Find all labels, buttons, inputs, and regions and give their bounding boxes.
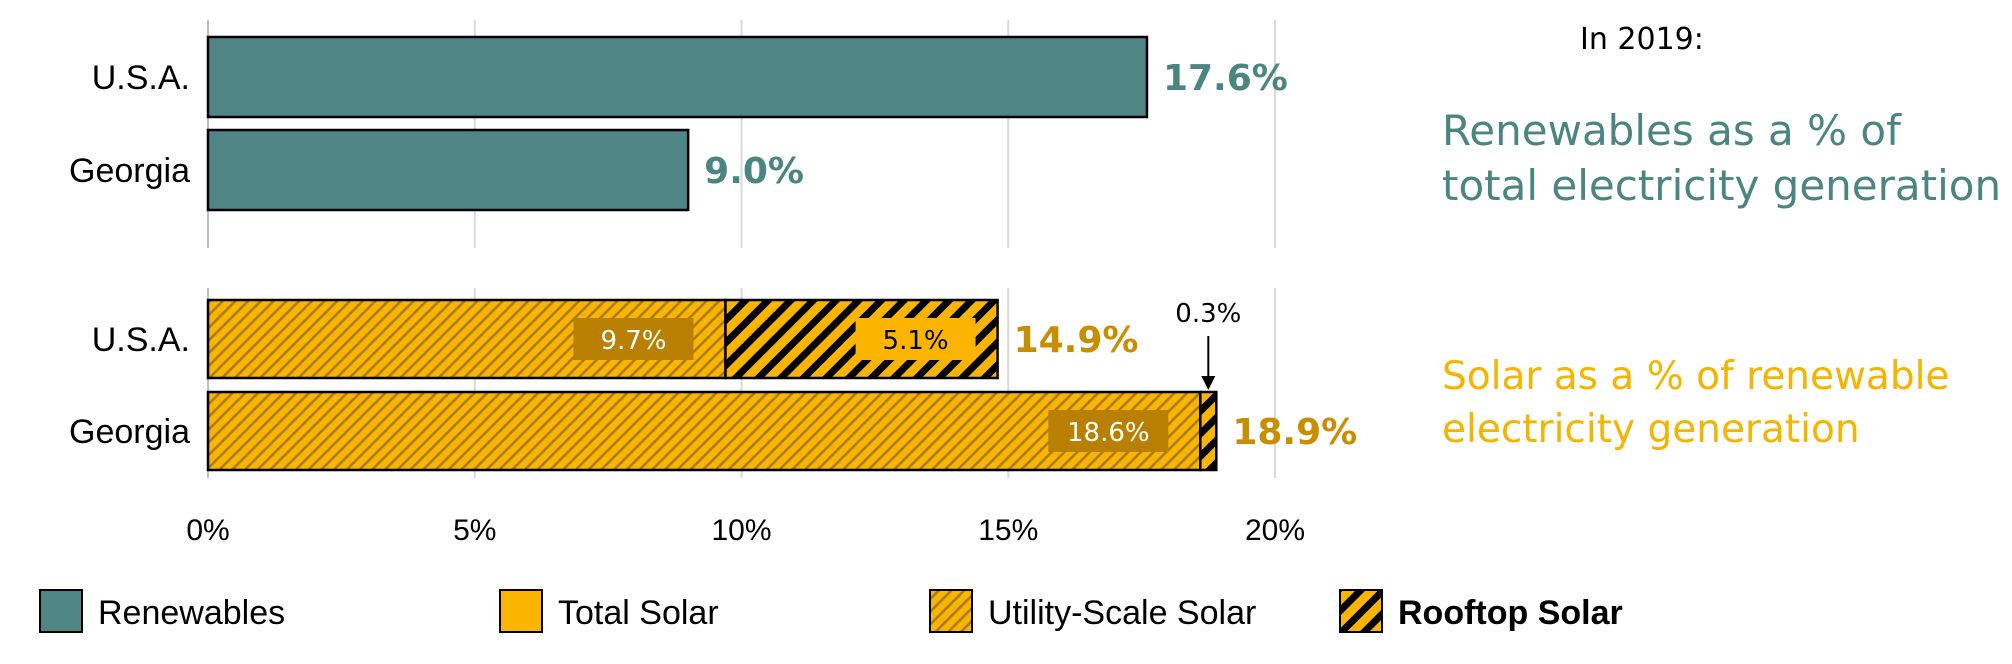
legend-swatch-total-solar <box>499 589 543 633</box>
category-label-solar-u-s-a: U.S.A. <box>92 321 190 359</box>
legend-label-total-solar: Total Solar <box>558 594 719 632</box>
total-label-solar-u-s-a: 14.9% <box>1014 320 1139 361</box>
solar-caption: Solar as a % of renewable electricity ge… <box>1442 354 1950 452</box>
value-label-rooftop-georgia: 0.3% <box>1175 299 1241 329</box>
value-box-utility-georgia <box>1048 410 1169 452</box>
value-box-rooftop-u-s-a <box>855 318 976 360</box>
legend-label-renewables: Renewables <box>98 594 285 632</box>
legend-swatch-renewables <box>39 589 83 633</box>
bar-rooftop-solar-georgia <box>1199 390 1218 472</box>
x-tick-label: 20% <box>1245 514 1305 547</box>
legend-label-utility-scale-solar: Utility-Scale Solar <box>988 594 1256 632</box>
category-label-u-s-a: U.S.A. <box>92 59 190 97</box>
legend-swatch-utility-scale-solar <box>929 589 973 633</box>
value-label-renewables-u-s-a: 17.6% <box>1163 58 1288 99</box>
total-label-solar-georgia: 18.9% <box>1232 412 1357 453</box>
bar-utility-solar-georgia <box>206 390 1202 472</box>
year-label: In 2019: <box>1580 22 1704 57</box>
x-tick-label: 5% <box>453 514 496 547</box>
bar-renewables-u-s-a <box>206 35 1149 119</box>
value-label-utility-u-s-a: 9.7% <box>600 326 666 356</box>
legend-swatch-rooftop-solar <box>1339 589 1383 633</box>
value-label-utility-georgia: 18.6% <box>1067 418 1150 448</box>
value-box-utility-u-s-a <box>573 318 694 360</box>
renewables-caption: Renewables as a % of total electricity g… <box>1442 106 2002 210</box>
legend-label-rooftop-solar: Rooftop Solar <box>1398 594 1623 632</box>
x-tick-label: 0% <box>186 514 229 547</box>
bar-renewables-georgia <box>206 128 690 212</box>
category-label-georgia: Georgia <box>69 152 190 190</box>
category-label-solar-georgia: Georgia <box>69 413 190 451</box>
callout-arrow-head <box>1201 376 1216 390</box>
value-label-renewables-georgia: 9.0% <box>704 151 804 192</box>
x-tick-label: 10% <box>711 514 771 547</box>
x-tick-label: 15% <box>978 514 1038 547</box>
value-label-rooftop-u-s-a: 5.1% <box>883 326 949 356</box>
